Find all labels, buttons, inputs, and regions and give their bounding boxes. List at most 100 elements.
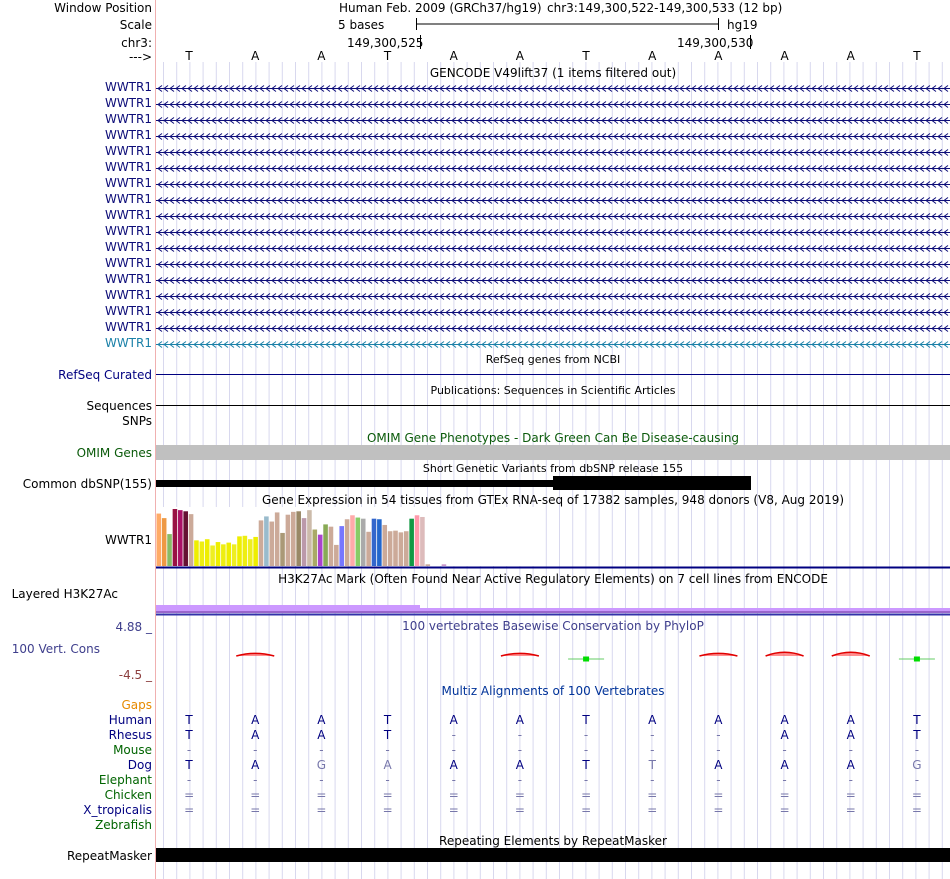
snps-label[interactable]: SNPs [122, 414, 152, 428]
publications-line[interactable] [156, 405, 950, 406]
gtex-bar [339, 526, 344, 566]
gaps-label[interactable]: Gaps [121, 698, 152, 712]
gencode-item-label[interactable]: WWTR1 [104, 96, 152, 110]
gencode-item-label[interactable]: WWTR1 [104, 128, 152, 142]
gencode-item-label[interactable]: WWTR1 [104, 176, 152, 190]
multiz-base: T [383, 728, 392, 742]
gtex-bar [188, 514, 194, 566]
multiz-base: - [451, 773, 456, 787]
gtex-bar [253, 536, 258, 566]
sequence-base: T [582, 49, 590, 63]
multiz-species-zebrafish[interactable]: Zebrafish [95, 818, 152, 832]
gencode-item-label[interactable]: WWTR1 [104, 240, 152, 254]
repeatmasker-label[interactable]: RepeatMasker [66, 849, 152, 863]
multiz-base: - [914, 743, 920, 757]
gencode-title[interactable]: GENCODE V49lift37 (1 items filtered out) [429, 66, 677, 80]
multiz-base: - [385, 773, 390, 787]
multiz-species-human[interactable]: Human [108, 713, 152, 727]
gencode-item-label[interactable]: WWTR1 [104, 160, 152, 174]
gencode-item-label[interactable]: WWTR1 [104, 272, 152, 286]
gencode-transcript[interactable] [156, 245, 950, 252]
multiz-species-mouse[interactable]: Mouse [113, 743, 152, 757]
gencode-item-label[interactable]: WWTR1 [104, 208, 152, 222]
gencode-transcript[interactable] [156, 277, 950, 284]
omim-label[interactable]: OMIM Genes [76, 446, 152, 460]
sequence-base: T [383, 49, 392, 63]
strand-arrows-icon [157, 277, 949, 284]
conservation-positive-mark [765, 651, 804, 657]
multiz-base: - [782, 773, 787, 787]
dbsnp-bar-thin[interactable] [156, 480, 554, 487]
gencode-transcript[interactable] [156, 101, 950, 108]
gencode-item-label[interactable]: WWTR1 [104, 80, 152, 94]
multiz-species-rhesus[interactable]: Rhesus [108, 728, 152, 742]
gencode-item-label[interactable]: WWTR1 [104, 224, 152, 238]
gtex-bar [355, 517, 361, 566]
gencode-transcript[interactable] [156, 261, 950, 268]
multiz-base: T [185, 713, 193, 727]
publications-label[interactable]: Sequences [86, 399, 152, 413]
multiz-species-dog[interactable]: Dog [127, 758, 152, 772]
gencode-transcript[interactable] [156, 309, 950, 316]
dbsnp-label[interactable]: Common dbSNP(155) [22, 477, 152, 491]
gencode-transcript[interactable] [156, 181, 950, 188]
multiz-species-chicken[interactable]: Chicken [104, 788, 152, 802]
gencode-item-label[interactable]: WWTR1 [104, 192, 152, 206]
gencode-item-label[interactable]: WWTR1 [104, 320, 152, 334]
gencode-item-label[interactable]: WWTR1 [104, 288, 152, 302]
gencode-transcript[interactable] [156, 133, 950, 140]
dbsnp-bar-thick[interactable] [553, 476, 751, 490]
gencode-transcript[interactable] [156, 229, 950, 236]
gtex-bar [172, 509, 178, 566]
sequence-base: A [317, 49, 326, 63]
gencode-transcript[interactable] [156, 341, 950, 348]
conservation-max-label: 4.88 _ [115, 620, 152, 634]
multiz-base: A [846, 758, 855, 772]
repeatmasker-bar[interactable] [156, 848, 950, 862]
gencode-track[interactable] [156, 80, 950, 352]
gencode-transcript[interactable] [156, 165, 950, 172]
gencode-transcript[interactable] [156, 325, 950, 332]
gencode-transcript[interactable] [156, 117, 950, 124]
scale-bar [416, 18, 719, 30]
gencode-transcript[interactable] [156, 293, 950, 300]
refseq-label[interactable]: RefSeq Curated [58, 368, 152, 382]
multiz-base: - [583, 728, 589, 742]
dbsnp-title: Short Genetic Variants from dbSNP releas… [422, 462, 684, 475]
strand-arrows-icon [157, 325, 949, 332]
gencode-item-label[interactable]: WWTR1 [104, 336, 152, 350]
gtex-bar [382, 524, 388, 566]
gtex-bar [156, 513, 162, 566]
gtex-label[interactable]: WWTR1 [104, 533, 152, 547]
conservation-title: 100 vertebrates Basewise Conservation by… [402, 619, 704, 633]
h3k27ac-label[interactable]: Layered H3K27Ac [11, 587, 118, 601]
multiz-species-elephant[interactable]: Elephant [98, 773, 152, 787]
gencode-item-label[interactable]: WWTR1 [104, 256, 152, 270]
assembly-text: Human Feb. 2009 (GRCh37/hg19) [339, 1, 542, 15]
refseq-line[interactable] [156, 374, 950, 375]
gencode-item-label[interactable]: WWTR1 [104, 304, 152, 318]
multiz-base: = [448, 803, 459, 817]
gtex-chart[interactable] [156, 507, 950, 569]
conservation-track[interactable] [156, 634, 950, 682]
gencode-transcript[interactable] [156, 85, 950, 92]
gencode-item-label[interactable]: WWTR1 [104, 144, 152, 158]
gtex-bar [247, 539, 253, 566]
multiz-species-x_tropicalis[interactable]: X_tropicalis [83, 803, 152, 817]
gtex-bar [323, 524, 328, 566]
strand-arrows-icon [157, 85, 949, 92]
multiz-base: T [913, 713, 921, 727]
omim-bar[interactable] [156, 445, 950, 460]
gtex-bar [204, 539, 210, 566]
conservation-label[interactable]: 100 Vert. Cons [11, 642, 100, 656]
scale-label: Scale [119, 18, 152, 32]
multiz-base: - [583, 773, 589, 787]
gencode-transcript[interactable] [156, 213, 950, 220]
multiz-base: T [582, 758, 590, 772]
publications-title: Publications: Sequences in Scientific Ar… [430, 384, 676, 397]
gencode-transcript[interactable] [156, 197, 950, 204]
h3k27ac-track[interactable] [156, 602, 950, 618]
gencode-item-label[interactable]: WWTR1 [104, 112, 152, 126]
gencode-transcript[interactable] [156, 149, 950, 156]
